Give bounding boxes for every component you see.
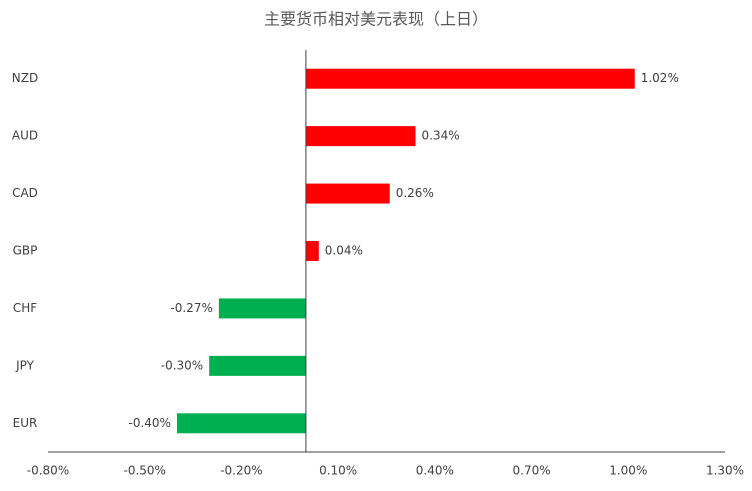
y-tick-label: GBP [13, 244, 38, 258]
y-tick-label: CHF [13, 301, 37, 315]
y-tick-label: EUR [13, 416, 38, 430]
y-tick-label: NZD [12, 71, 38, 85]
value-label: 0.04% [325, 244, 363, 258]
x-tick-label: 0.40% [416, 464, 454, 478]
bar [176, 413, 306, 434]
x-tick-label: -0.80% [27, 464, 69, 478]
x-tick-label: -0.50% [123, 464, 165, 478]
value-label: -0.30% [161, 358, 203, 372]
bar [209, 355, 306, 376]
y-tick-label: CAD [12, 186, 38, 200]
y-tick-label: AUD [12, 129, 38, 143]
bar [305, 183, 390, 204]
value-label: 0.34% [422, 129, 460, 143]
bar [218, 298, 306, 319]
value-label: 0.26% [396, 186, 434, 200]
x-tick-label: 1.00% [609, 464, 647, 478]
chart-title: 主要货币相对美元表现（上日） [264, 10, 488, 29]
x-tick-label: 0.70% [513, 464, 551, 478]
value-label: 1.02% [641, 71, 679, 85]
bar [305, 68, 635, 89]
bar [305, 126, 416, 147]
value-label: -0.27% [170, 301, 212, 315]
y-tick-label: JPY [15, 358, 35, 372]
x-tick-label: 0.10% [319, 464, 357, 478]
x-tick-label: 1.30% [706, 464, 744, 478]
bar [305, 241, 319, 261]
value-label: -0.40% [128, 416, 170, 430]
x-tick-label: -0.20% [220, 464, 262, 478]
